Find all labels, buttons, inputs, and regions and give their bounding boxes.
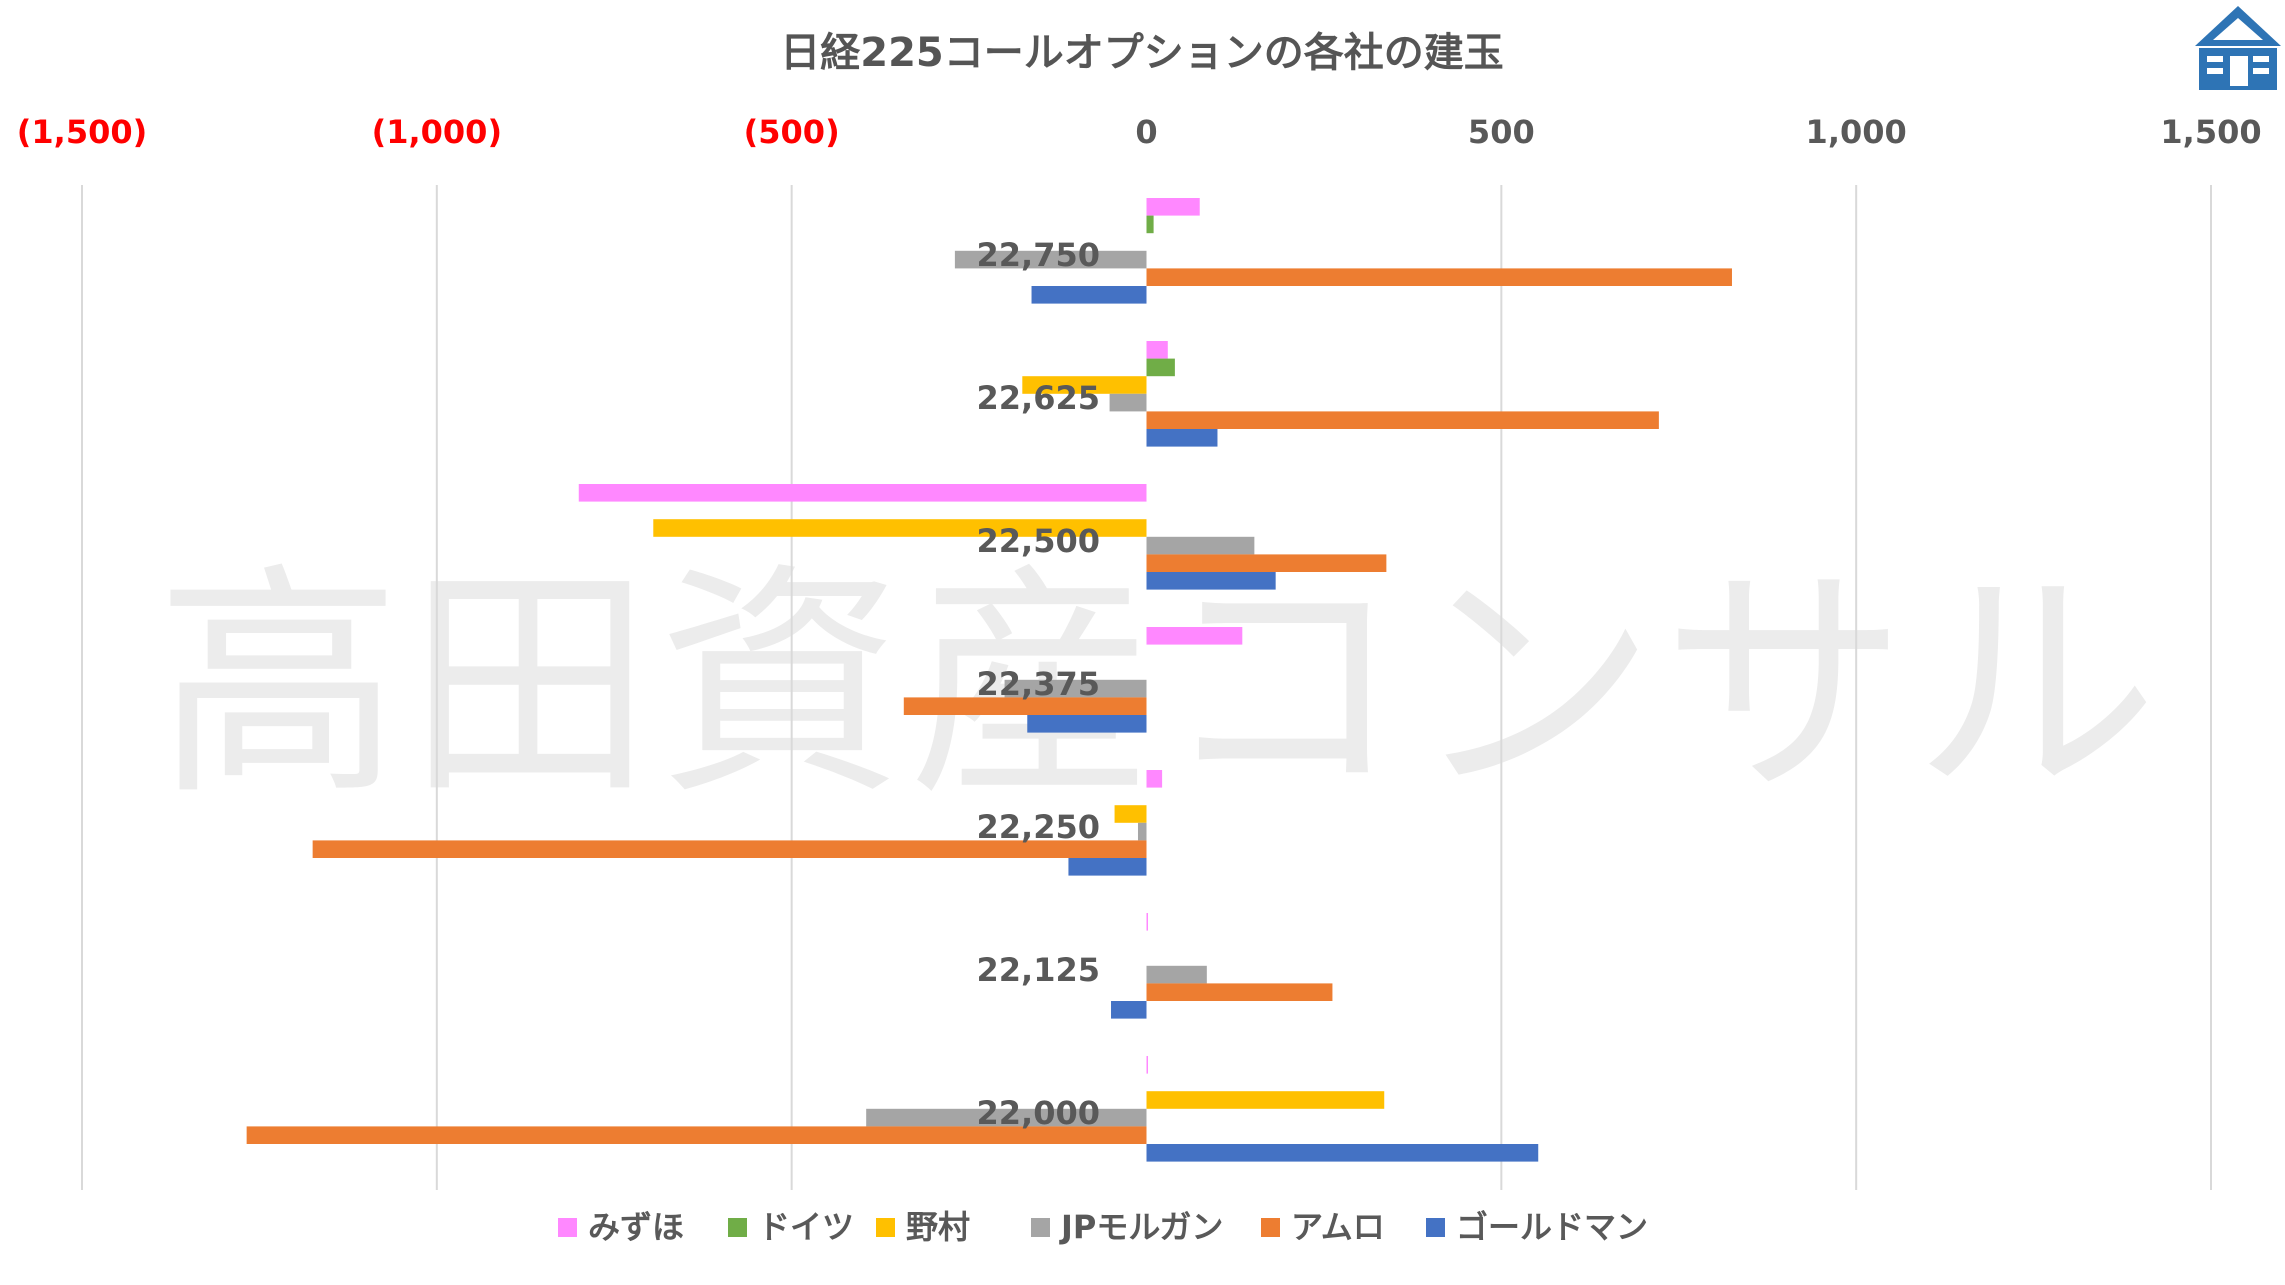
x-tick-label: 500 bbox=[1468, 113, 1535, 151]
bar bbox=[1146, 1144, 1539, 1162]
bar bbox=[1146, 341, 1168, 359]
bar bbox=[1111, 1001, 1147, 1019]
bar bbox=[866, 1108, 1147, 1127]
bar bbox=[1146, 268, 1732, 286]
bar bbox=[312, 840, 1147, 858]
bar bbox=[1137, 822, 1147, 841]
x-tick-labels: (1,500) (1,000) (500) 0 500 1,000 1,500 bbox=[17, 113, 2262, 151]
legend-swatch bbox=[1261, 1218, 1280, 1237]
category-label: 22,000 bbox=[977, 1094, 1100, 1132]
bar bbox=[246, 1126, 1147, 1144]
x-tick-label: (500) bbox=[744, 113, 840, 151]
bar bbox=[1146, 358, 1175, 377]
x-tick-label: 1,500 bbox=[2160, 113, 2261, 151]
x-tick-label: 1,000 bbox=[1806, 113, 1907, 151]
bar bbox=[1146, 554, 1387, 572]
category-label: 22,250 bbox=[977, 808, 1100, 846]
bar bbox=[1146, 627, 1243, 645]
bar bbox=[1022, 376, 1147, 394]
x-tick-label: 0 bbox=[1135, 113, 1157, 151]
bar bbox=[1146, 411, 1659, 429]
building-logo-icon bbox=[2195, 6, 2281, 90]
bar bbox=[578, 484, 1147, 502]
bars bbox=[246, 198, 1732, 1162]
bar bbox=[1004, 679, 1147, 698]
category-label: 22,375 bbox=[977, 665, 1100, 703]
category-label: 22,750 bbox=[977, 236, 1100, 274]
legend-swatch bbox=[1426, 1218, 1445, 1237]
bar bbox=[1146, 983, 1333, 1001]
bar bbox=[954, 250, 1147, 269]
category-label: 22,125 bbox=[977, 951, 1100, 989]
category-labels: 22,750 22,625 22,500 22,375 22,250 22,125 22,0… bbox=[977, 236, 1100, 1132]
bar bbox=[1146, 1091, 1385, 1109]
bar bbox=[1146, 536, 1255, 555]
legend-label: みずほ bbox=[588, 1208, 684, 1246]
bar bbox=[653, 519, 1147, 537]
x-tick-label: (1,500) bbox=[17, 113, 147, 151]
bar bbox=[1068, 858, 1147, 876]
gridlines bbox=[81, 185, 2212, 1190]
x-tick-label: (1,000) bbox=[372, 113, 502, 151]
chart-title: 日経225コールオプションの各社の建玉 bbox=[780, 30, 1504, 76]
legend: みずほ ドイツ 野村 JPモルガン アムロ ゴールドマン bbox=[558, 1208, 1648, 1246]
legend-swatch bbox=[1031, 1218, 1050, 1237]
bar bbox=[1146, 572, 1276, 590]
bar bbox=[1146, 198, 1200, 216]
legend-swatch bbox=[728, 1218, 747, 1237]
legend-label: 野村 bbox=[906, 1208, 970, 1246]
bar bbox=[1027, 715, 1147, 733]
legend-label: ゴールドマン bbox=[1456, 1208, 1648, 1246]
legend-label: ドイツ bbox=[758, 1208, 854, 1246]
legend-swatch bbox=[558, 1218, 577, 1237]
bar bbox=[1146, 215, 1154, 234]
bar bbox=[1114, 805, 1147, 823]
bar bbox=[1146, 429, 1218, 447]
legend-swatch bbox=[876, 1218, 895, 1237]
bar bbox=[1031, 286, 1147, 304]
bar bbox=[1109, 393, 1147, 412]
bar bbox=[1146, 1056, 1148, 1074]
bar bbox=[903, 697, 1147, 715]
category-label: 22,500 bbox=[977, 522, 1100, 560]
legend-label: JPモルガン bbox=[1059, 1208, 1223, 1246]
bar bbox=[1146, 770, 1163, 788]
legend-label: アムロ bbox=[1291, 1208, 1385, 1246]
bar bbox=[1146, 913, 1148, 931]
category-label: 22,625 bbox=[977, 379, 1100, 417]
bar bbox=[1146, 965, 1207, 984]
